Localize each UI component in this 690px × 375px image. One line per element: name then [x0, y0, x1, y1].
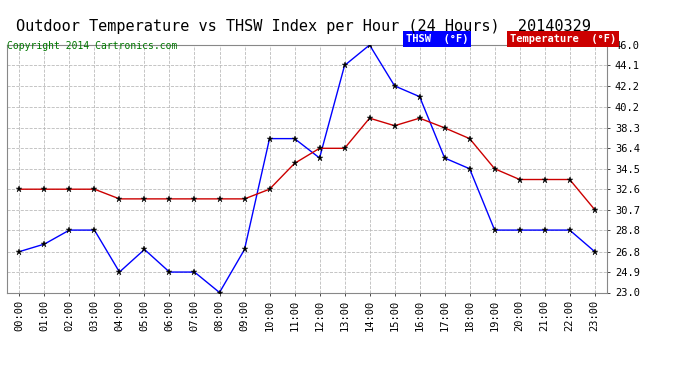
Text: Outdoor Temperature vs THSW Index per Hour (24 Hours)  20140329: Outdoor Temperature vs THSW Index per Ho… [16, 19, 591, 34]
Text: Temperature  (°F): Temperature (°F) [510, 34, 616, 44]
Text: Copyright 2014 Cartronics.com: Copyright 2014 Cartronics.com [7, 41, 177, 51]
Text: THSW  (°F): THSW (°F) [406, 34, 469, 44]
